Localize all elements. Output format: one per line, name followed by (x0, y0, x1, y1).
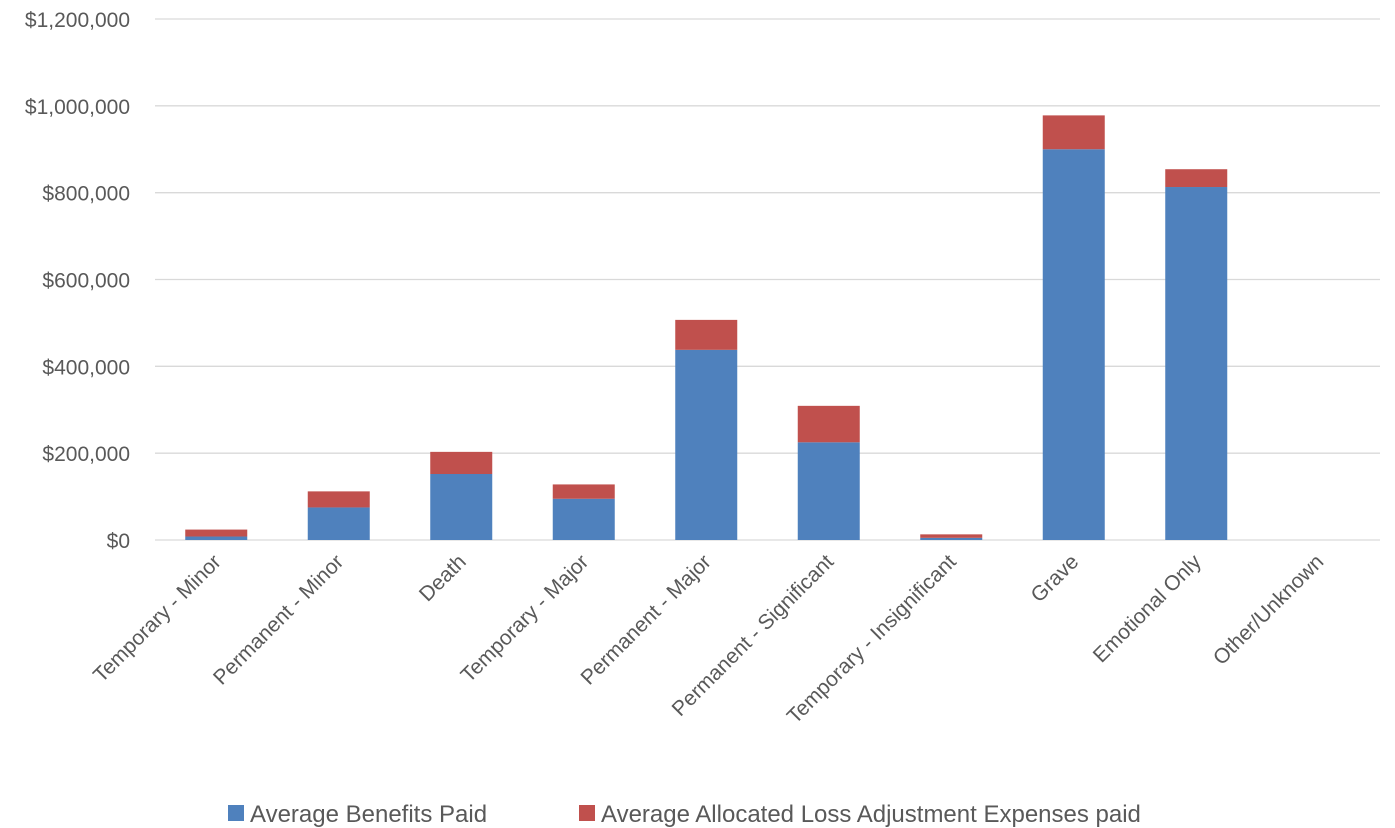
bar-temporary-major-benefits (552, 498, 615, 540)
bar-temporary-insignificant-alae (920, 534, 983, 538)
bar-permanent-significant-alae (797, 405, 860, 443)
x-tick-label-permanent-minor: Permanent - Minor (209, 550, 348, 689)
gridlines (155, 18, 1380, 541)
bar-permanent-major-alae (675, 319, 738, 350)
y-tick-label-600-000: $600,000 (42, 270, 130, 293)
y-tick-label-0: $0 (107, 530, 130, 553)
bar-grave-benefits (1042, 149, 1105, 540)
y-tick-label-1-000-000: $1,000,000 (25, 96, 130, 119)
x-tick-label-temporary-major: Temporary - Major (457, 550, 594, 687)
bar-temporary-minor-alae (185, 529, 248, 537)
x-tick-label-temporary-minor: Temporary - Minor (89, 550, 226, 687)
y-tick-label-400-000: $400,000 (42, 356, 130, 379)
x-tick-label-other-unknown: Other/Unknown (1209, 550, 1328, 669)
y-tick-label-800-000: $800,000 (42, 183, 130, 206)
bars (185, 115, 1228, 540)
bar-temporary-insignificant-benefits (920, 537, 983, 540)
legend-swatch-average-alae-paid (579, 805, 595, 821)
legend-label-average-alae-paid: Average Allocated Loss Adjustment Expens… (601, 801, 1141, 828)
bar-death-alae (430, 451, 493, 475)
y-axis-tick-labels: $0 $200,000 $400,000 $600,000 $800,000 $1,000… (25, 9, 130, 553)
legend-label-average-benefits-paid: Average Benefits Paid (250, 801, 487, 828)
bar-permanent-minor-alae (307, 491, 370, 508)
y-tick-label-1-200-000: $1,200,000 (25, 9, 130, 32)
bar-permanent-major-benefits (675, 349, 738, 540)
x-tick-label-grave: Grave (1027, 550, 1084, 607)
bar-death-benefits (430, 474, 493, 540)
x-tick-label-death: Death (415, 550, 471, 606)
bar-temporary-major-alae (552, 484, 615, 499)
legend: Average Benefits Paid Average Allocated … (228, 801, 1141, 828)
bar-grave-alae (1042, 115, 1105, 150)
x-tick-label-emotional-only: Emotional Only (1089, 550, 1206, 667)
bar-temporary-minor-benefits (185, 536, 248, 540)
bar-permanent-significant-benefits (797, 442, 860, 540)
y-tick-label-200-000: $200,000 (42, 443, 130, 466)
x-tick-label-permanent-major: Permanent - Major (577, 550, 716, 689)
legend-swatch-average-benefits-paid (228, 805, 244, 821)
bar-emotional-only-benefits (1165, 187, 1228, 540)
bar-emotional-only-alae (1165, 169, 1228, 188)
bar-permanent-minor-benefits (307, 507, 370, 540)
